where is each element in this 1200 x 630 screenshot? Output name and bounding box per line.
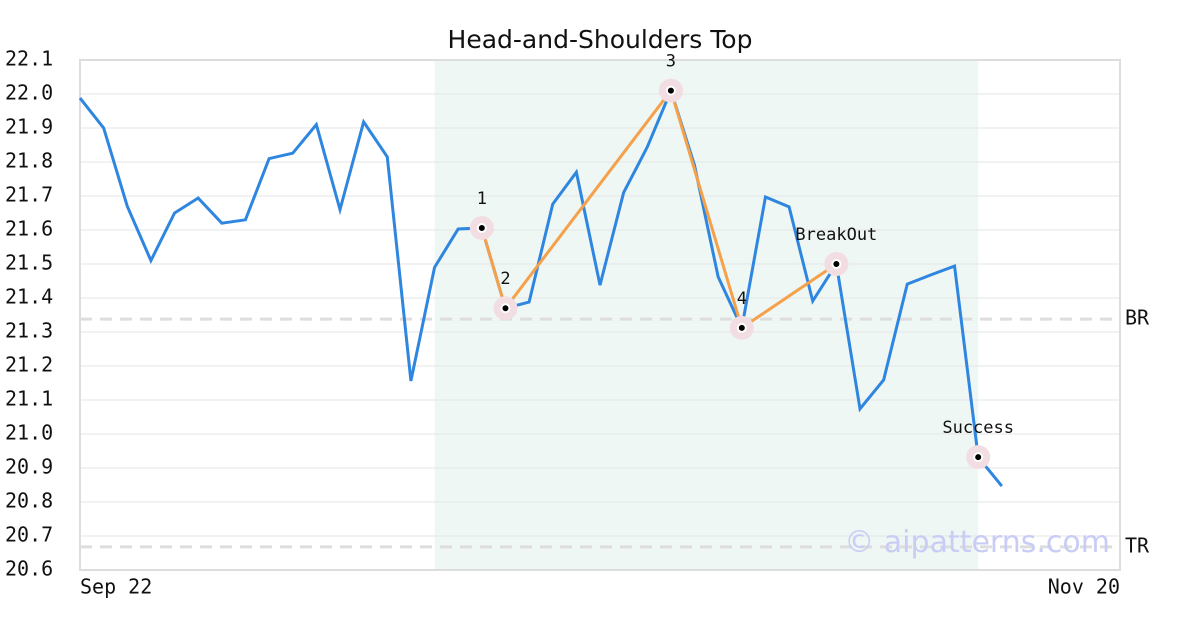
point-marker <box>973 452 984 463</box>
point-label: 1 <box>477 189 487 209</box>
y-tick-label: 21.5 <box>5 251 53 275</box>
pattern-region <box>434 60 979 570</box>
price-line <box>78 86 1003 487</box>
point-label: 4 <box>737 289 747 309</box>
level-label: BR <box>1125 306 1150 330</box>
y-tick-label: 20.6 <box>5 557 53 581</box>
plot-frame <box>79 59 1121 571</box>
point-marker <box>736 322 747 333</box>
y-tick-label: 22.1 <box>5 47 53 71</box>
y-tick-label: 21.2 <box>5 353 53 377</box>
chart-title: Head-and-Shoulders Top <box>448 25 753 54</box>
point-label: 2 <box>500 269 510 289</box>
y-tick-label: 21.3 <box>5 319 53 343</box>
y-tick-label: 20.7 <box>5 523 53 547</box>
y-tick-label: 21.0 <box>5 421 53 445</box>
y-tick-label: 20.8 <box>5 489 53 513</box>
x-tick-label: Sep 22 <box>80 575 152 599</box>
y-tick-label: 21.7 <box>5 183 53 207</box>
y-tick-label: 21.9 <box>5 115 53 139</box>
level-label: TR <box>1125 533 1150 557</box>
watermark: © aipatterns.com <box>844 525 1110 560</box>
point-marker <box>831 259 842 269</box>
point-label: 3 <box>666 52 676 72</box>
point-label: BreakOut <box>795 225 877 245</box>
x-tick-label: Nov 20 <box>1048 575 1120 599</box>
point-marker <box>500 303 511 314</box>
y-tick-label: 22.0 <box>5 81 53 105</box>
y-tick-label: 21.8 <box>5 149 53 173</box>
point-marker <box>476 222 487 233</box>
point-marker <box>665 85 676 96</box>
point-label: Success <box>942 418 1014 438</box>
y-tick-label: 21.1 <box>5 387 53 411</box>
y-tick-label: 21.6 <box>5 217 53 241</box>
y-tick-label: 20.9 <box>5 455 53 479</box>
y-tick-label: 21.4 <box>5 285 53 309</box>
